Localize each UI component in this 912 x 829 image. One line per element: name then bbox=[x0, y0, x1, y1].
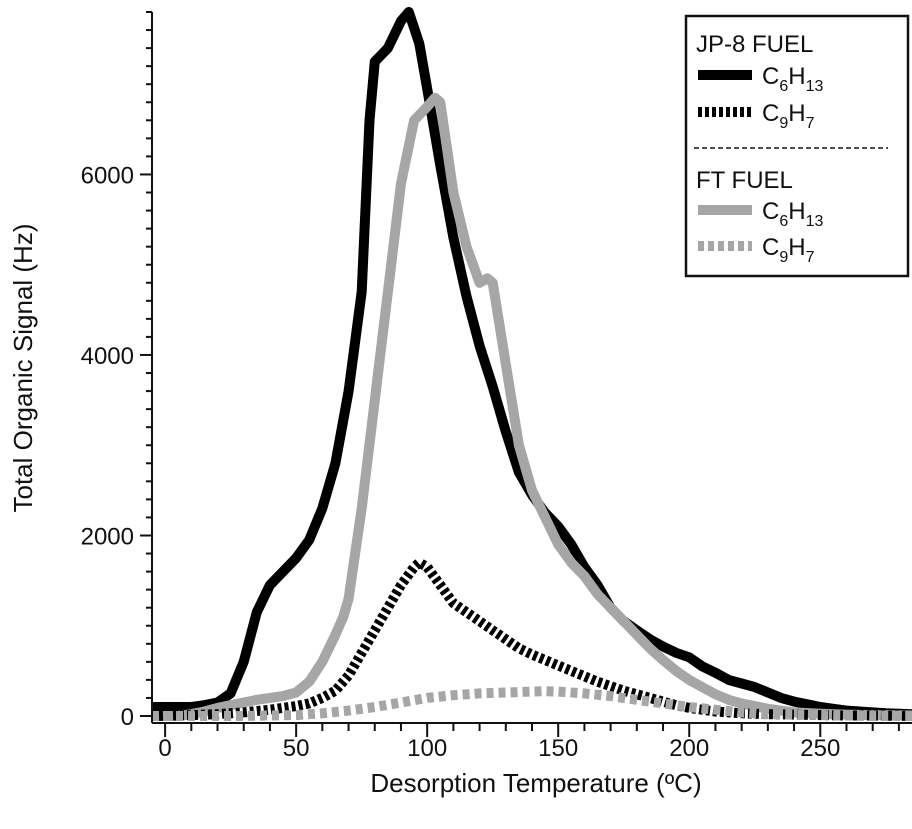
series-line-3 bbox=[152, 686, 912, 721]
x-tick-label: 150 bbox=[538, 735, 578, 762]
legend-label-jp8-c9h7: C9H7 bbox=[762, 100, 815, 132]
series-line-2 bbox=[151, 557, 912, 721]
legend-box bbox=[684, 14, 910, 278]
legend-label-ft-c9h7: C9H7 bbox=[762, 234, 815, 266]
legend-label-jp8-c6h13: C6H13 bbox=[762, 63, 823, 95]
y-tick-label: 0 bbox=[121, 704, 134, 731]
series-layer bbox=[151, 7, 912, 721]
legend: JP-8 FUEL C6H13 C9H7 FT FUEL C6H13 C9H7 bbox=[684, 14, 910, 278]
x-tick-label: 0 bbox=[158, 735, 171, 762]
legend-group-title-jp8: JP-8 FUEL bbox=[696, 31, 813, 58]
series-line-1 bbox=[152, 92, 912, 721]
y-tick-label: 2000 bbox=[81, 523, 134, 550]
legend-label-ft-c6h13: C6H13 bbox=[762, 198, 823, 230]
y-tick-label: 4000 bbox=[81, 343, 134, 370]
legend-group-title-ft: FT FUEL bbox=[696, 167, 793, 194]
x-axis-title: Desorption Temperature (ºC) bbox=[370, 768, 701, 798]
x-tick-label: 200 bbox=[669, 735, 709, 762]
ticks: 0 50 100 150 200 250 0 2000 4000 6000 bbox=[81, 11, 900, 762]
x-tick-label: 50 bbox=[283, 735, 310, 762]
x-tick-label: 100 bbox=[407, 735, 447, 762]
y-tick-label: 6000 bbox=[81, 162, 134, 189]
x-tick-label: 250 bbox=[800, 735, 840, 762]
y-axis-title: Total Organic Signal (Hz) bbox=[8, 224, 38, 513]
